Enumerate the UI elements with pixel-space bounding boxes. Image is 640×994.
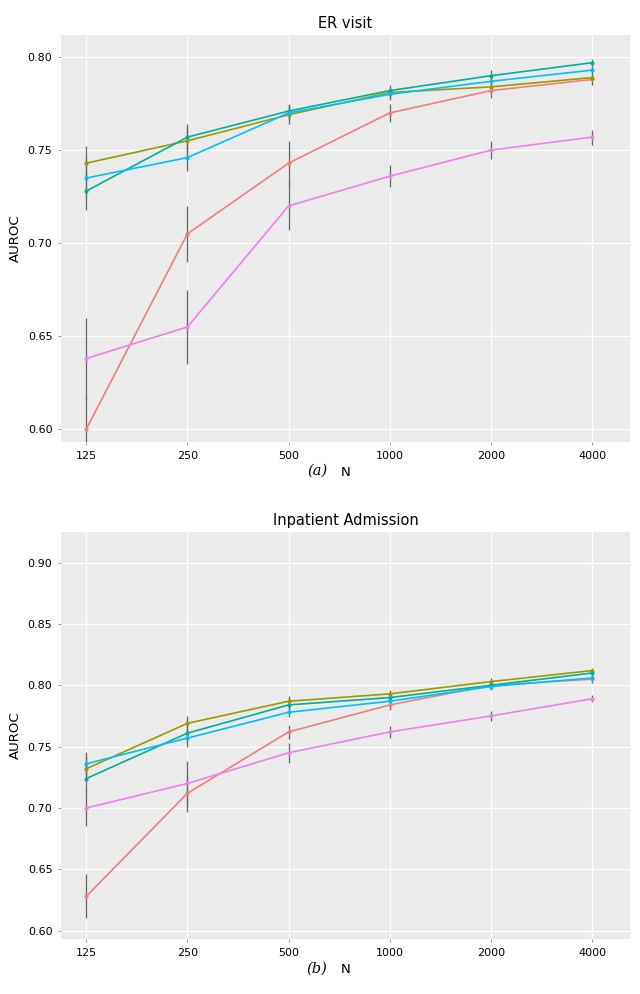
Text: (b): (b) bbox=[307, 961, 328, 975]
Y-axis label: AUROC: AUROC bbox=[9, 215, 22, 262]
X-axis label: N: N bbox=[340, 466, 351, 479]
Title: ER visit: ER visit bbox=[319, 16, 372, 31]
Title: Inpatient Admission: Inpatient Admission bbox=[273, 513, 419, 528]
Text: (a): (a) bbox=[307, 464, 327, 478]
X-axis label: N: N bbox=[340, 963, 351, 976]
Y-axis label: AUROC: AUROC bbox=[9, 712, 22, 759]
